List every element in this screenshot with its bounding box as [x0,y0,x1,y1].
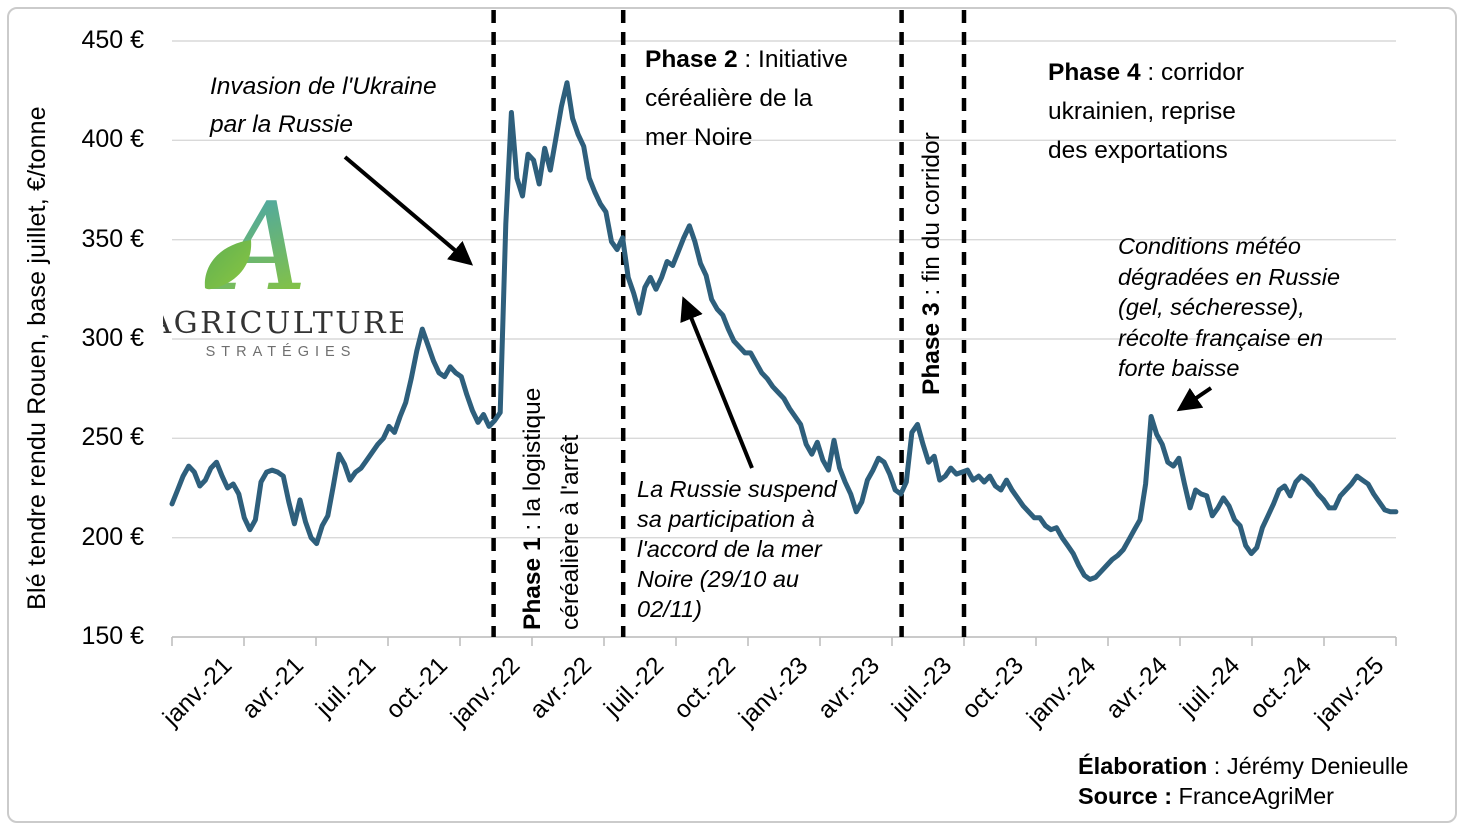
phase-1-title: Phase 1 [519,537,546,630]
credit-source: Source : FranceAgriMer [1078,782,1408,812]
y-tick-label: 200 € [81,522,144,551]
annotation-arrows [343,155,1213,469]
y-tick-label: 400 € [81,125,144,154]
phase-divider-lines [491,10,967,637]
phase-2-title: Phase 2 [645,46,738,73]
credit-source-label: Source : [1078,782,1173,809]
y-axis-title: Blé tendre rendu Rouen, base juillet, €/… [23,106,51,610]
annotation-meteo: Conditions météo dégradées en Russie (ge… [1118,233,1341,381]
y-tick-label: 150 € [81,622,144,650]
credit-elaboration: Élaboration : Jérémy Denieulle [1078,752,1408,782]
annotation-suspension: La Russie suspend sa participation à l'a… [637,476,837,622]
logo-subtitle: STRATÉGIES [206,343,357,360]
x-axis [171,636,1397,646]
y-tick-label: 250 € [81,423,144,452]
y-tick-label: 350 € [81,224,144,253]
phase-4-title: Phase 4 [1048,59,1141,86]
credit-source-value: FranceAgriMer [1172,782,1334,809]
y-tick-label: 300 € [81,324,144,352]
credits: Élaboration : Jérémy Denieulle Source : … [1078,752,1408,811]
phase-3-label: Phase 3 : fin du corridor [913,87,951,395]
annotation-invasion: Invasion de l'Ukraine par la Russie [210,73,437,138]
phase-3-title: Phase 3 [918,302,945,395]
logo-name: AGRICULTURE [163,306,403,341]
credit-elaboration-label: Élaboration [1078,753,1208,779]
phase-2-text: : Initiative céréalière de la mer Noire [645,46,848,151]
credit-elaboration-value: : Jérémy Denieulle [1207,753,1409,779]
logo-leaf-icon [204,240,252,290]
phase-2-label: Phase 2 : Initiative céréalière de la me… [645,40,848,157]
invasion-arrow [343,155,474,266]
phase-1-label: Phase 1 : la logistique céréalière à l'a… [514,332,590,630]
phase-3-text: : fin du corridor [918,132,945,303]
meteo-arrow [1176,386,1213,412]
y-tick-label: 450 € [81,26,144,54]
logo-letter-icon: A [209,176,307,318]
suspension-arrow [680,296,754,469]
phase-4-text: : corridor ukrainien, reprise des export… [1048,59,1245,164]
price-line-series [169,80,1399,582]
phase-4-label: Phase 4 : corridor ukrainien, reprise de… [1048,53,1244,170]
agriculture-strategies-logo: A AGRICULTURE STRATÉGIES [163,176,403,360]
